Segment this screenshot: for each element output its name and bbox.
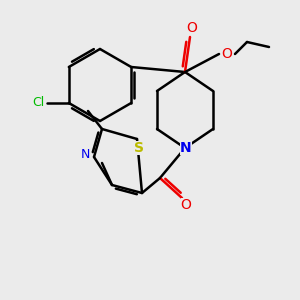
Text: N: N — [180, 141, 192, 155]
Text: O: O — [187, 21, 197, 35]
Text: O: O — [181, 198, 191, 212]
Text: Cl: Cl — [33, 97, 45, 110]
Text: O: O — [222, 47, 232, 61]
Text: N: N — [80, 148, 90, 161]
Text: S: S — [134, 141, 144, 155]
